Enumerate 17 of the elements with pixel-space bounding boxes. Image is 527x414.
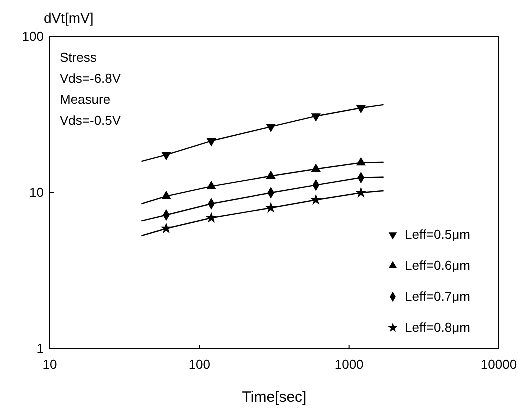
x-tick-label: 10000 — [480, 357, 518, 372]
annotation: Vds=-0.5V — [60, 113, 122, 128]
legend-label: Leff=0.6μm — [405, 258, 470, 273]
legend-label: Leff=0.5μm — [405, 227, 470, 242]
y-axis-title: dVt[mV] — [44, 10, 94, 26]
annotation: Vds=-6.8V — [60, 71, 122, 86]
x-axis-title: Time[sec] — [242, 389, 307, 406]
y-tick-label: 1 — [36, 341, 44, 356]
legend-label: Leff=0.7μm — [405, 289, 470, 304]
y-tick-label: 10 — [30, 185, 44, 200]
annotation: Stress — [60, 50, 98, 65]
legend-label: Leff=0.8μm — [405, 320, 470, 335]
x-tick-label: 100 — [188, 357, 211, 372]
annotation: Measure — [60, 92, 111, 107]
x-tick-label: 10 — [42, 357, 58, 372]
x-tick-label: 1000 — [334, 357, 364, 372]
y-tick-label: 100 — [22, 29, 44, 44]
